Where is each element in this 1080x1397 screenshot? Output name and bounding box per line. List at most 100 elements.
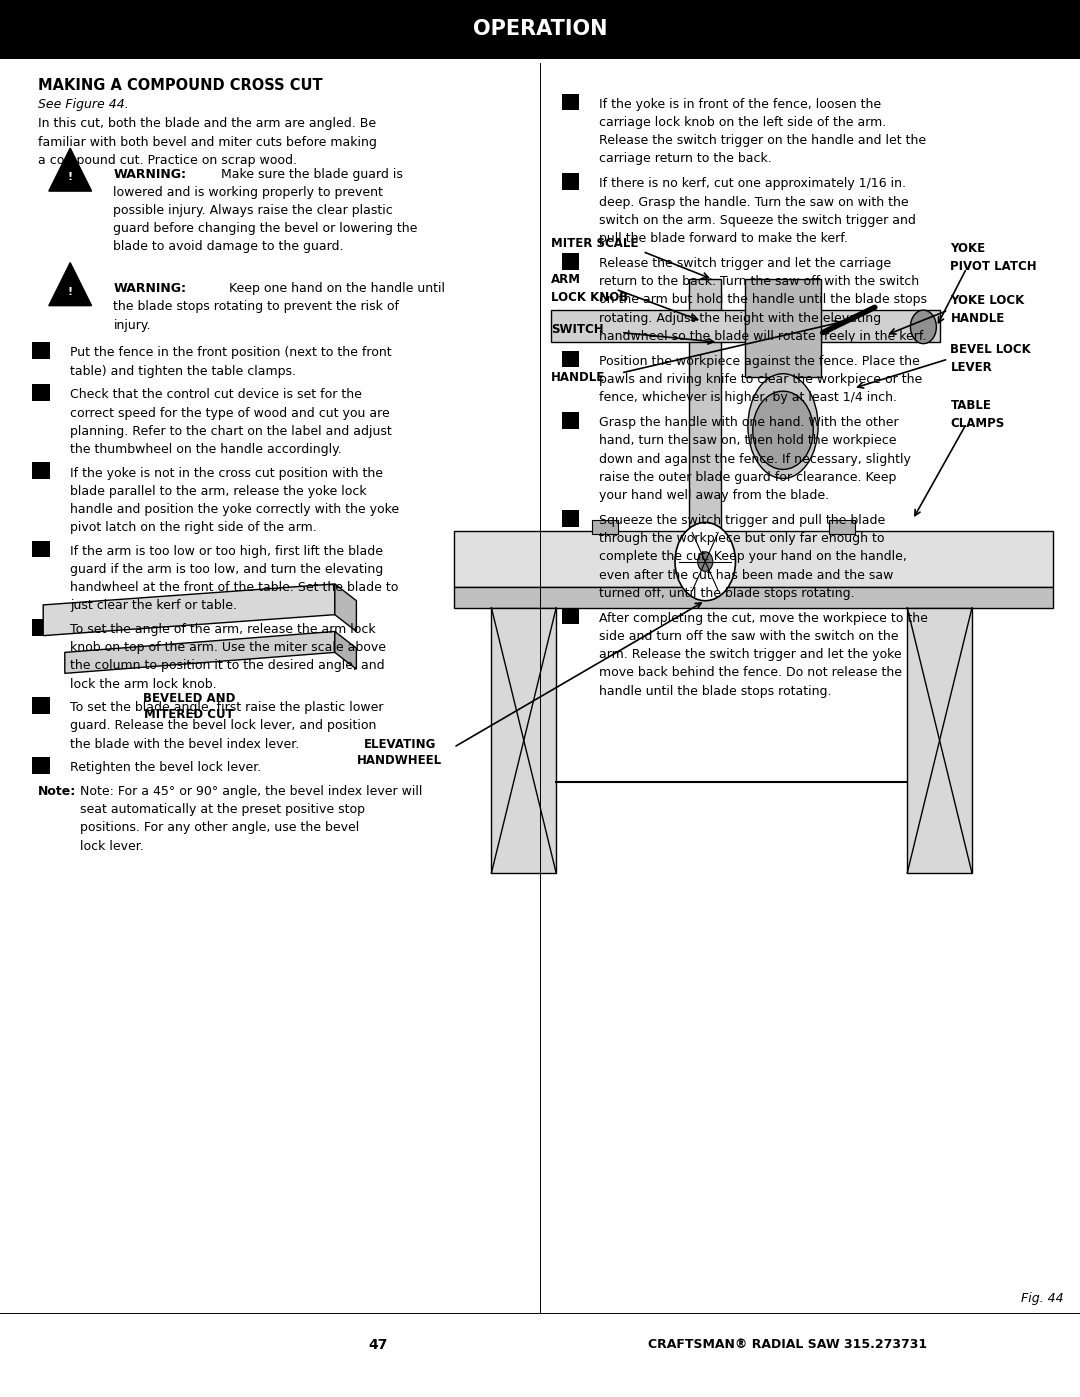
Polygon shape [43,584,335,636]
FancyBboxPatch shape [0,0,1080,59]
Circle shape [698,552,713,571]
Text: Release the switch trigger and let the carriage: Release the switch trigger and let the c… [599,257,891,270]
Text: To set the blade angle, first raise the plastic lower: To set the blade angle, first raise the … [70,701,383,714]
Text: the thumbwheel on the handle accordingly.: the thumbwheel on the handle accordingly… [70,443,342,455]
Circle shape [910,310,936,344]
FancyBboxPatch shape [562,94,579,110]
Text: Retighten the bevel lock lever.: Retighten the bevel lock lever. [70,761,261,774]
Text: handwheel so the blade will rotate freely in the kerf.: handwheel so the blade will rotate freel… [599,330,927,342]
Text: If the yoke is not in the cross cut position with the: If the yoke is not in the cross cut posi… [70,467,383,479]
Polygon shape [551,310,940,342]
Text: move back behind the fence. Do not release the: move back behind the fence. Do not relea… [599,666,903,679]
FancyBboxPatch shape [32,619,50,636]
Text: the column to position it to the desired angle, and: the column to position it to the desired… [70,659,384,672]
Text: deep. Grasp the handle. Turn the saw on with the: deep. Grasp the handle. Turn the saw on … [599,196,909,208]
Text: positions. For any other angle, use the bevel: positions. For any other angle, use the … [80,821,360,834]
Text: correct speed for the type of wood and cut you are: correct speed for the type of wood and c… [70,407,390,419]
Text: Check that the control cut device is set for the: Check that the control cut device is set… [70,388,362,401]
Text: pivot latch on the right side of the arm.: pivot latch on the right side of the arm… [70,521,316,534]
FancyBboxPatch shape [829,520,855,534]
Text: guard. Release the bevel lock lever, and position: guard. Release the bevel lock lever, and… [70,719,377,732]
Polygon shape [454,531,1053,587]
Polygon shape [689,279,721,531]
Polygon shape [745,279,821,377]
FancyBboxPatch shape [32,462,50,479]
Text: CRAFTSMAN® RADIAL SAW 315.273731: CRAFTSMAN® RADIAL SAW 315.273731 [648,1338,927,1351]
Text: injury.: injury. [113,319,151,331]
FancyBboxPatch shape [562,412,579,429]
Text: side and turn off the saw with the switch on the: side and turn off the saw with the switc… [599,630,899,643]
Text: If there is no kerf, cut one approximately 1/16 in.: If there is no kerf, cut one approximate… [599,177,906,190]
Text: Note:: Note: [38,785,76,798]
Text: rotating. Adjust the height with the elevating: rotating. Adjust the height with the ele… [599,312,881,324]
Text: SWITCH: SWITCH [551,323,604,337]
Circle shape [675,522,735,601]
Polygon shape [49,148,92,191]
Text: your hand well away from the blade.: your hand well away from the blade. [599,489,829,502]
Text: a compound cut. Practice on scrap wood.: a compound cut. Practice on scrap wood. [38,154,297,166]
Text: To set the angle of the arm, release the arm lock: To set the angle of the arm, release the… [70,623,376,636]
FancyBboxPatch shape [592,520,618,534]
Text: planning. Refer to the chart on the label and adjust: planning. Refer to the chart on the labe… [70,425,392,437]
Ellipse shape [747,374,819,479]
Text: on the arm but hold the handle until the blade stops: on the arm but hold the handle until the… [599,293,928,306]
Polygon shape [335,584,356,631]
Text: HANDLE: HANDLE [950,312,1004,326]
Text: If the arm is too low or too high, first lift the blade: If the arm is too low or too high, first… [70,545,383,557]
Text: 47: 47 [368,1338,388,1352]
Text: through the workpiece but only far enough to: through the workpiece but only far enoug… [599,532,885,545]
Text: blade parallel to the arm, release the yoke lock: blade parallel to the arm, release the y… [70,485,367,497]
Text: In this cut, both the blade and the arm are angled. Be: In this cut, both the blade and the arm … [38,117,376,130]
Text: HANDWHEEL: HANDWHEEL [357,754,442,767]
Text: knob on top of the arm. Use the miter scale above: knob on top of the arm. Use the miter sc… [70,641,387,654]
Text: complete the cut. Keep your hand on the handle,: complete the cut. Keep your hand on the … [599,550,907,563]
Text: handle and position the yoke correctly with the yoke: handle and position the yoke correctly w… [70,503,400,515]
FancyBboxPatch shape [32,757,50,774]
Text: down and against the fence. If necessary, slightly: down and against the fence. If necessary… [599,453,912,465]
Text: PIVOT LATCH: PIVOT LATCH [950,260,1037,274]
Text: handwheel at the front of the table. Set the blade to: handwheel at the front of the table. Set… [70,581,399,594]
Text: pull the blade forward to make the kerf.: pull the blade forward to make the kerf. [599,232,848,244]
Text: Keep one hand on the handle until: Keep one hand on the handle until [229,282,445,295]
Text: !: ! [68,172,72,182]
Text: seat automatically at the preset positive stop: seat automatically at the preset positiv… [80,803,365,816]
Text: TABLE: TABLE [950,398,991,412]
Text: MITER SCALE: MITER SCALE [551,236,638,250]
Text: turned off, until the blade stops rotating.: turned off, until the blade stops rotati… [599,587,855,599]
Text: lowered and is working properly to prevent: lowered and is working properly to preve… [113,186,383,198]
Text: Squeeze the switch trigger and pull the blade: Squeeze the switch trigger and pull the … [599,514,886,527]
Text: familiar with both bevel and miter cuts before making: familiar with both bevel and miter cuts … [38,136,377,148]
Text: lock the arm lock knob.: lock the arm lock knob. [70,678,217,690]
FancyBboxPatch shape [32,384,50,401]
Text: See Figure 44.: See Figure 44. [38,98,129,110]
FancyBboxPatch shape [562,608,579,624]
Text: YOKE: YOKE [950,242,986,256]
Text: MITERED CUT: MITERED CUT [144,708,234,721]
Text: Make sure the blade guard is: Make sure the blade guard is [221,168,403,180]
Text: After completing the cut, move the workpiece to the: After completing the cut, move the workp… [599,612,929,624]
Text: YOKE LOCK: YOKE LOCK [950,293,1025,307]
Text: Fig. 44: Fig. 44 [1021,1292,1063,1305]
Text: Grasp the handle with one hand. With the other: Grasp the handle with one hand. With the… [599,416,899,429]
FancyBboxPatch shape [562,173,579,190]
Text: Release the switch trigger on the handle and let the: Release the switch trigger on the handle… [599,134,927,147]
Text: hand, turn the saw on, then hold the workpiece: hand, turn the saw on, then hold the wor… [599,434,896,447]
FancyBboxPatch shape [32,342,50,359]
Text: LEVER: LEVER [950,360,993,374]
Text: even after the cut has been made and the saw: even after the cut has been made and the… [599,569,894,581]
Text: carriage return to the back.: carriage return to the back. [599,152,772,165]
Text: ELEVATING: ELEVATING [363,738,436,750]
Polygon shape [907,608,972,873]
Text: If the yoke is in front of the fence, loosen the: If the yoke is in front of the fence, lo… [599,98,881,110]
Text: table) and tighten the table clamps.: table) and tighten the table clamps. [70,365,296,377]
Text: carriage lock knob on the left side of the arm.: carriage lock knob on the left side of t… [599,116,887,129]
Text: MAKING A COMPOUND CROSS CUT: MAKING A COMPOUND CROSS CUT [38,78,323,94]
Text: the blade with the bevel index lever.: the blade with the bevel index lever. [70,738,299,750]
Text: WARNING:: WARNING: [113,168,187,180]
FancyBboxPatch shape [562,510,579,527]
Text: WARNING:: WARNING: [113,282,187,295]
Polygon shape [49,263,92,306]
Text: Position the workpiece against the fence. Place the: Position the workpiece against the fence… [599,355,920,367]
Text: BEVEL LOCK: BEVEL LOCK [950,342,1031,356]
Polygon shape [65,631,335,673]
